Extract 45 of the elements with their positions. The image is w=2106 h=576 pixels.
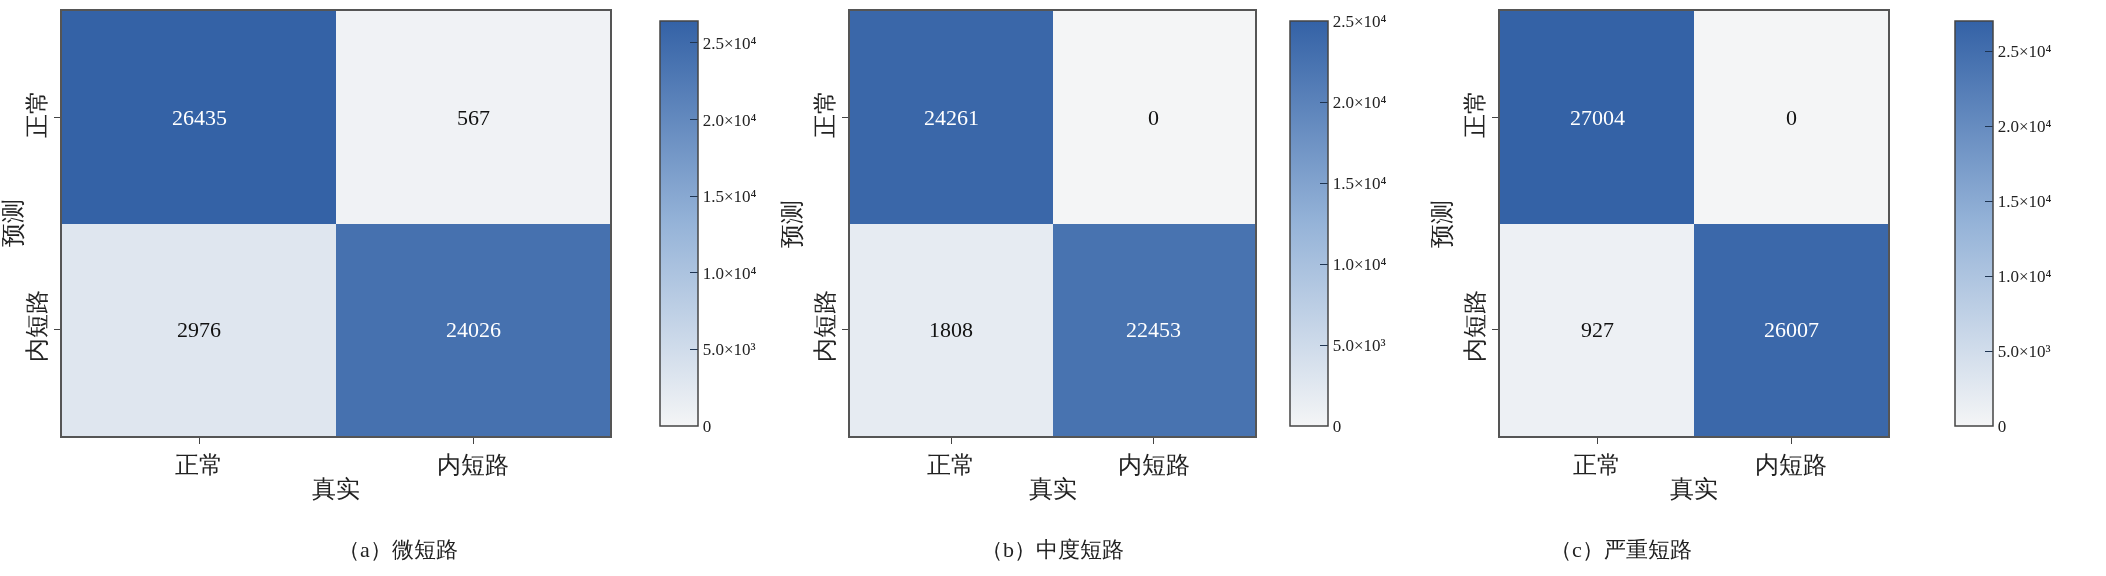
y-axis-title: 预测 — [0, 199, 26, 248]
data-label: 27004 — [1570, 105, 1625, 130]
color-bar-label: 2.0×10⁴ — [1997, 116, 2052, 136]
x-axis-title: 真实 — [1028, 476, 1077, 503]
x-tick-label: 正常 — [1573, 451, 1621, 478]
color-bar-label: 1.5×10⁴ — [1332, 173, 1387, 193]
x-tick-label: 正常 — [927, 451, 976, 478]
color-bar-label: 1.5×10⁴ — [1997, 191, 2052, 211]
text: （a）微短路 — [338, 537, 458, 562]
x-axis-title: 真实 — [312, 476, 360, 503]
data-label: 22453 — [1126, 317, 1181, 342]
color-bar-label: 0 — [1997, 416, 2007, 436]
y-axis-title: 预测 — [1429, 199, 1456, 248]
x-tick-label: 内短路 — [1755, 451, 1827, 478]
data-label: 2976 — [177, 317, 221, 342]
color-bar-label: 0 — [1332, 416, 1342, 436]
data-label: 927 — [1581, 317, 1614, 342]
data-label: 26435 — [172, 105, 227, 130]
color-bar-label: 2.5×10⁴ — [1997, 42, 2052, 62]
color-bar-label: 1.5×10⁴ — [702, 187, 757, 207]
color-bar-label: 5.0×10³ — [1332, 335, 1386, 355]
color-bar-label: 5.0×10³ — [702, 340, 756, 360]
data-label: 24026 — [446, 317, 501, 342]
x-axis-title: 真实 — [1670, 476, 1718, 503]
x-tick-label: 内短路 — [1117, 451, 1190, 478]
data-label: 0 — [1148, 105, 1159, 130]
data-label: 1808 — [929, 317, 973, 342]
color-bar-label: 1.0×10⁴ — [1997, 266, 2052, 286]
data-label: 24261 — [924, 105, 979, 130]
text: （c）严重短路 — [1550, 537, 1692, 562]
x-tick-label: 正常 — [175, 451, 223, 478]
data-label: 567 — [457, 105, 490, 130]
color-bar-label: 2.5×10⁴ — [1332, 11, 1387, 31]
color-bar-label: 5.0×10³ — [1997, 341, 2051, 361]
color-bar-label: 2.0×10⁴ — [1332, 92, 1387, 112]
text: （b）中度短路 — [981, 537, 1124, 562]
color-bar-label: 2.5×10⁴ — [702, 33, 757, 53]
x-tick-label: 内短路 — [437, 451, 509, 478]
color-bar-label: 2.0×10⁴ — [702, 110, 757, 130]
y-axis-title: 预测 — [779, 199, 806, 248]
data-label: 0 — [1786, 105, 1797, 130]
color-bar-label: 1.0×10⁴ — [1332, 254, 1387, 274]
color-bar-label: 1.0×10⁴ — [702, 263, 757, 283]
data-label: 26007 — [1764, 317, 1819, 342]
color-bar-label: 0 — [702, 416, 712, 436]
